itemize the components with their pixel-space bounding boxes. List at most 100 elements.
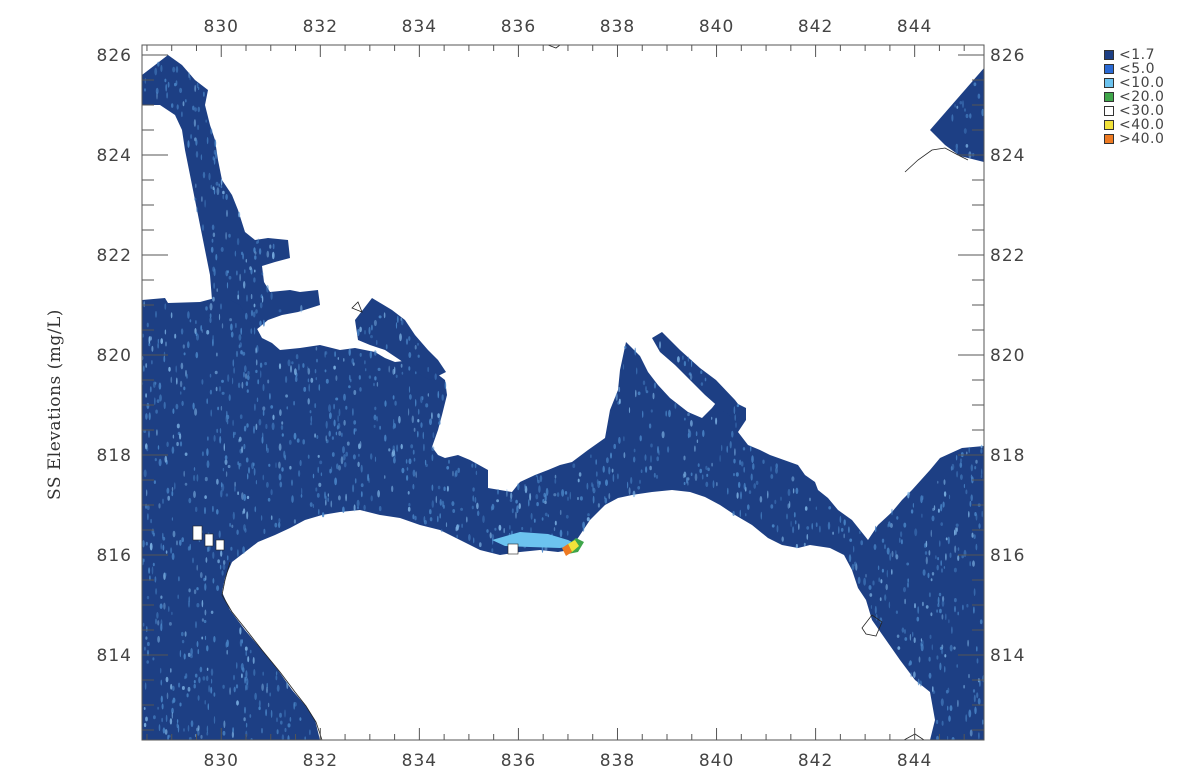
water-speckle	[318, 384, 321, 391]
water-speckle	[148, 342, 151, 347]
water-speckle	[793, 512, 796, 518]
water-speckle	[981, 108, 984, 117]
water-speckle	[509, 498, 513, 502]
water-speckle	[735, 422, 737, 428]
water-speckle	[920, 642, 922, 647]
water-speckle	[210, 668, 214, 676]
water-speckle	[181, 111, 183, 118]
water-speckle	[887, 523, 889, 528]
water-speckle	[167, 81, 170, 88]
water-speckle	[204, 583, 207, 591]
water-speckle	[388, 448, 391, 452]
water-speckle	[978, 732, 980, 740]
plume-high	[568, 540, 579, 552]
water-speckle	[423, 516, 426, 523]
water-speckle	[928, 550, 931, 556]
water-speckle	[291, 495, 294, 503]
water-speckle	[406, 467, 409, 471]
water-speckle	[642, 380, 646, 386]
water-speckle	[225, 471, 228, 477]
water-speckle	[383, 312, 386, 319]
water-speckle	[238, 334, 242, 341]
water-speckle	[900, 539, 903, 545]
water-speckle	[328, 404, 332, 413]
water-speckle	[155, 409, 158, 414]
water-speckle	[373, 424, 376, 428]
water-speckle	[285, 394, 288, 398]
water-speckle	[163, 602, 166, 610]
water-speckle	[521, 526, 524, 531]
water-speckle	[356, 499, 360, 507]
water-speckle	[948, 715, 951, 722]
water-speckle	[328, 430, 331, 437]
water-speckle	[409, 394, 412, 400]
water-speckle	[490, 506, 493, 511]
water-speckle	[547, 514, 549, 518]
water-speckle	[408, 386, 411, 393]
water-speckle	[903, 587, 906, 593]
y-tick-label-left: 814	[97, 646, 132, 666]
water-speckle	[618, 436, 621, 444]
water-speckle	[255, 359, 258, 366]
water-speckle	[791, 476, 795, 482]
water-speckle	[964, 108, 966, 112]
water-speckle	[927, 572, 930, 579]
water-speckle	[212, 266, 215, 272]
water-speckle	[906, 562, 910, 566]
water-speckle	[201, 329, 203, 333]
water-speckle	[220, 550, 223, 557]
water-speckle	[955, 455, 958, 461]
water-speckle	[973, 588, 976, 596]
water-speckle	[957, 555, 960, 561]
water-speckle	[162, 544, 165, 551]
water-speckle	[279, 712, 282, 718]
water-speckle	[146, 402, 150, 409]
water-speckle	[352, 484, 355, 493]
water-speckle	[144, 682, 147, 690]
water-speckle	[872, 580, 875, 586]
water-speckle	[208, 685, 210, 693]
water-speckle	[171, 487, 174, 492]
water-speckle	[413, 427, 416, 432]
water-speckle	[538, 485, 541, 493]
water-speckle	[241, 673, 243, 679]
water-speckle	[954, 104, 956, 108]
water-speckle	[280, 720, 283, 725]
water-speckle	[229, 522, 232, 527]
water-speckle	[143, 469, 147, 478]
water-speckle	[213, 716, 216, 724]
water-speckle	[928, 592, 931, 598]
water-speckle	[231, 731, 234, 738]
water-speckle	[461, 523, 463, 528]
water-speckle	[554, 520, 557, 526]
water-speckle	[229, 687, 232, 695]
water-speckle	[437, 390, 440, 399]
water-speckle	[156, 429, 158, 436]
water-speckle	[260, 515, 263, 521]
water-speckle	[683, 361, 687, 367]
water-speckle	[168, 622, 172, 626]
water-speckle	[457, 467, 461, 473]
water-speckle	[261, 295, 264, 303]
water-speckle	[225, 414, 228, 423]
water-speckle	[712, 480, 715, 489]
water-speckle	[187, 652, 191, 658]
water-speckle	[309, 729, 311, 736]
water-speckle	[405, 338, 409, 345]
water-speckle	[312, 504, 315, 508]
water-speckle	[209, 373, 212, 378]
water-speckle	[973, 534, 976, 539]
water-speckle	[154, 397, 156, 406]
water-speckle	[965, 144, 969, 148]
water-speckle	[476, 502, 479, 510]
water-speckle	[925, 556, 928, 565]
water-speckle	[338, 495, 341, 501]
water-speckle	[175, 365, 177, 373]
water-speckle	[164, 455, 168, 463]
water-speckle	[358, 453, 360, 457]
water-speckle	[640, 469, 643, 474]
water-speckle	[954, 598, 957, 603]
water-speckle	[291, 479, 293, 486]
water-speckle	[196, 474, 199, 482]
water-speckle	[260, 370, 262, 379]
